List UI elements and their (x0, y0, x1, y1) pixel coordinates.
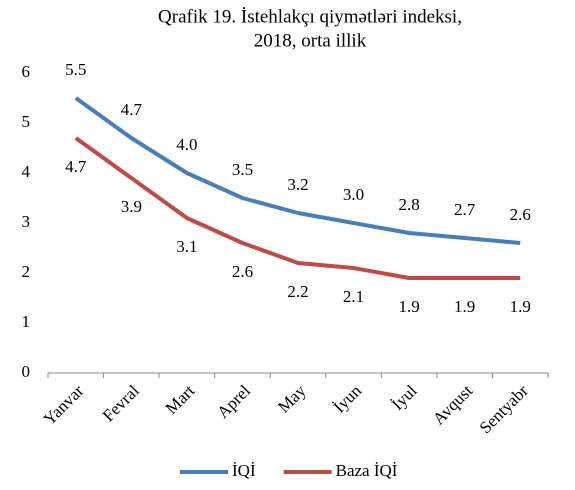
data-label: 2.1 (343, 287, 364, 306)
data-label: 2.7 (454, 200, 476, 219)
data-label: 3.1 (176, 237, 197, 256)
x-tick-label: İyul (388, 381, 421, 414)
data-label: 3.2 (287, 175, 308, 194)
series-line (74, 136, 521, 280)
legend-label: Baza İQİ (336, 461, 398, 480)
x-tick-label: Sentyabr (476, 381, 532, 437)
data-label: 2.6 (510, 205, 531, 224)
legend-label: İQİ (232, 461, 256, 480)
series-line (74, 96, 521, 245)
data-label: 3.0 (343, 185, 364, 204)
y-tick-label: 6 (22, 62, 31, 81)
data-label: 5.5 (65, 60, 86, 79)
y-tick-label: 2 (22, 262, 31, 281)
y-tick-label: 1 (22, 312, 31, 331)
chart-title: Qrafik 19. İstehlakçı qiymətləri indeksi… (158, 6, 462, 27)
chart-title: 2018, orta illik (254, 30, 367, 51)
data-label: 3.9 (121, 197, 142, 216)
y-tick-label: 3 (22, 212, 31, 231)
data-label: 4.7 (65, 157, 87, 176)
x-tick-label: Mart (162, 381, 199, 418)
y-tick-label: 4 (22, 162, 31, 181)
data-label: 2.8 (398, 195, 419, 214)
x-tick-label: May (274, 381, 310, 417)
y-tick-label: 5 (22, 112, 31, 131)
data-label: 1.9 (454, 297, 475, 316)
data-label: 1.9 (398, 297, 419, 316)
data-label: 1.9 (510, 297, 531, 316)
x-tick-label: Avqust (429, 381, 476, 428)
x-tick-label: Aprel (213, 381, 254, 422)
data-label: 4.0 (176, 135, 197, 154)
x-tick-label: İyun (330, 381, 366, 417)
y-tick-label: 0 (22, 362, 31, 381)
data-label: 3.5 (232, 160, 253, 179)
x-tick-label: Yanvar (40, 381, 88, 429)
data-label: 2.2 (287, 282, 308, 301)
x-tick-label: Fevral (99, 381, 143, 425)
data-label: 2.6 (232, 262, 253, 281)
data-label: 4.7 (121, 100, 143, 119)
